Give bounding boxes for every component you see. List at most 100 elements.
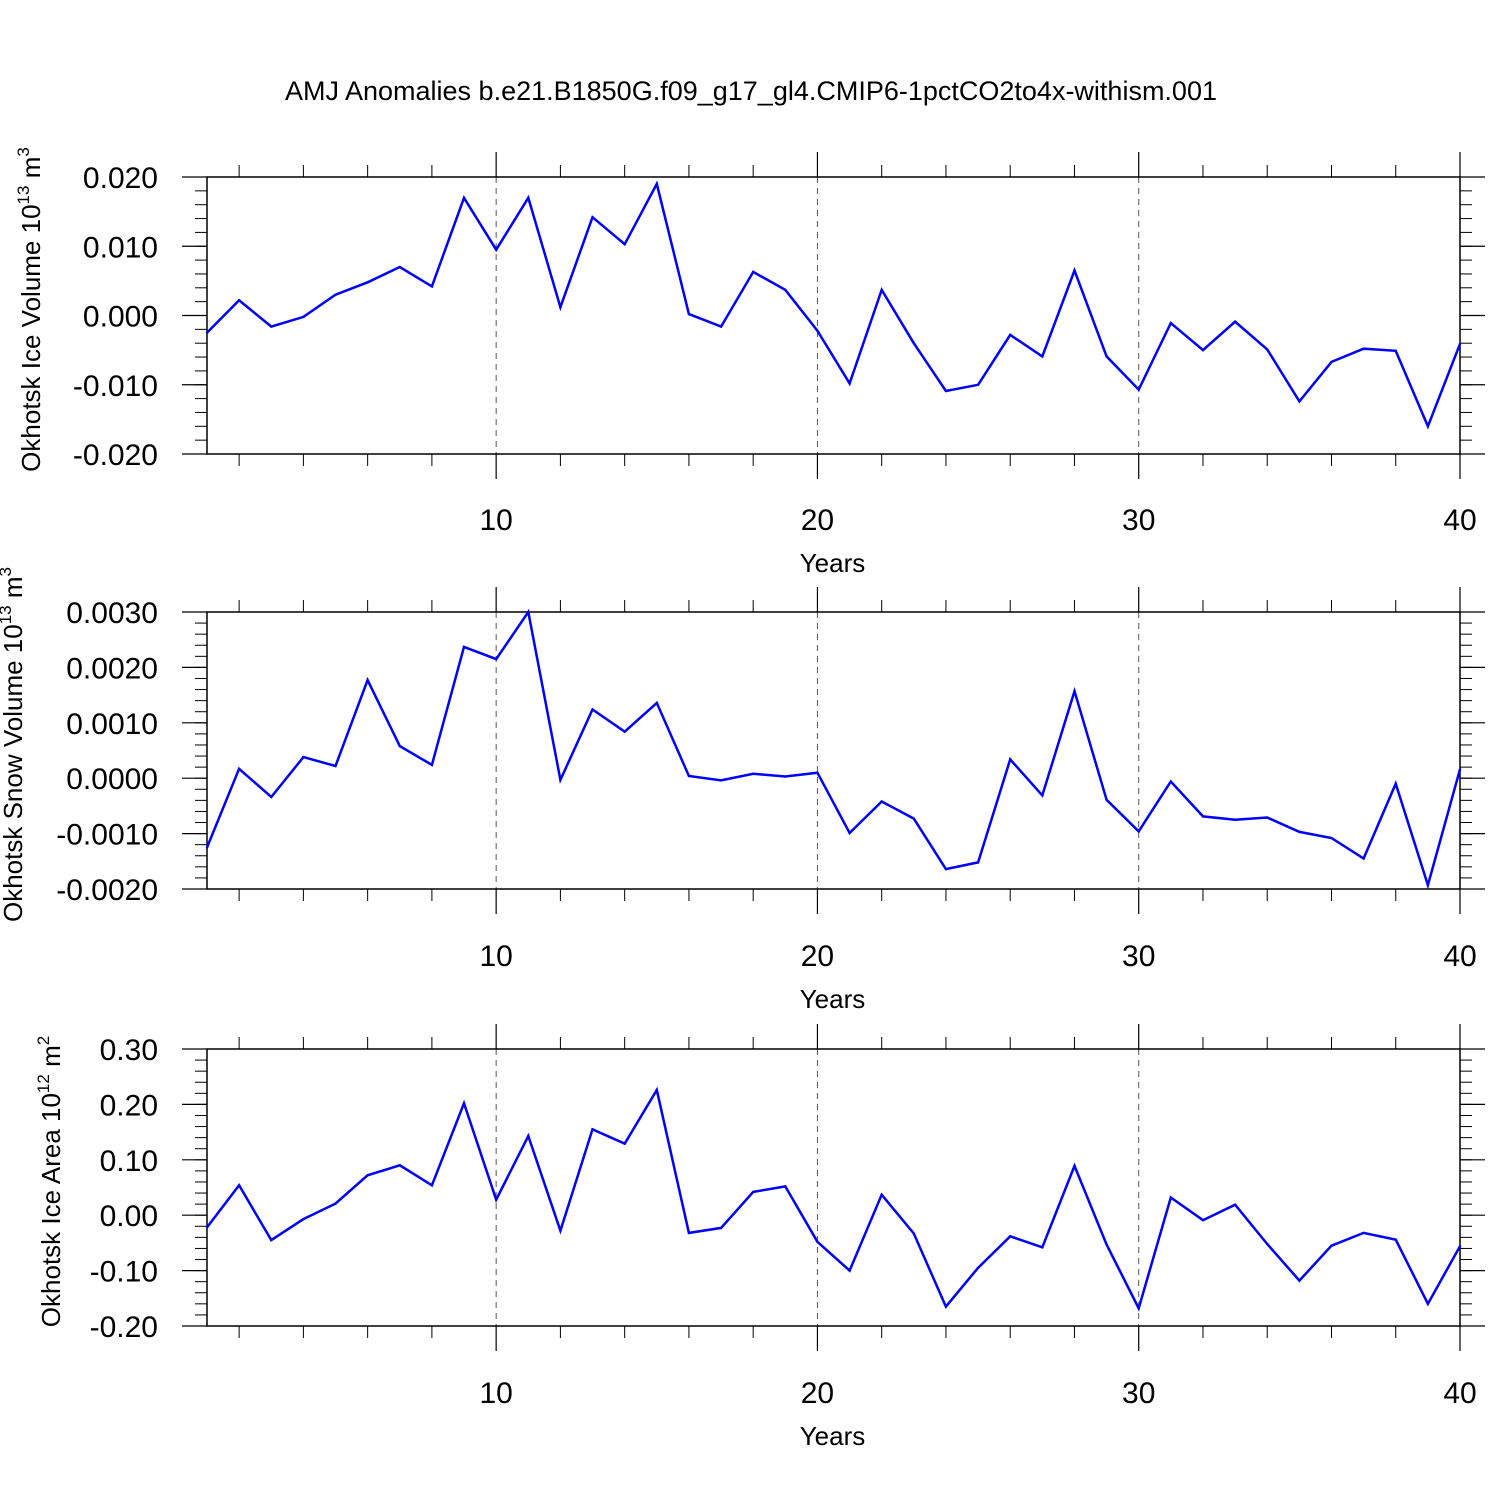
data-point — [1394, 1238, 1397, 1241]
data-point — [623, 730, 626, 733]
data-point — [366, 1174, 369, 1177]
y-tick-label: 0.010 — [83, 231, 158, 264]
y-axis-label-unit: m — [0, 576, 28, 605]
data-point — [237, 299, 241, 302]
data-point — [1458, 342, 1462, 346]
data-point — [848, 831, 851, 835]
data-point — [591, 708, 594, 711]
data-point — [1137, 830, 1140, 833]
y-tick-label: 0.00 — [100, 1200, 158, 1233]
y-axis-label-text: Okhotsk Ice Volume 10 — [16, 204, 46, 471]
data-point — [334, 764, 337, 768]
plot-frame — [206, 611, 1461, 890]
y-tick-label: 0.0010 — [66, 708, 158, 741]
y-tick-label: 0.30 — [100, 1034, 158, 1067]
data-point — [816, 329, 819, 332]
y-tick-label: -0.20 — [90, 1311, 158, 1344]
data-point — [1362, 857, 1365, 860]
data-series-line — [205, 608, 1462, 890]
data-point — [1009, 758, 1012, 761]
data-point — [430, 285, 434, 288]
data-point — [848, 1269, 851, 1272]
y-axis-label-text: Okhotsk Snow Volume 10 — [0, 624, 28, 922]
data-point — [1298, 400, 1301, 403]
chart-panel-1: 10 20 30 40 -0.020 -0.010 0.000 0.010 0.020 Years… — [14, 147, 1485, 578]
data-point — [494, 657, 498, 661]
data-point — [1073, 269, 1076, 272]
data-series-line — [206, 180, 1462, 430]
data-point — [1137, 388, 1140, 391]
y-tick-label: 0.020 — [83, 162, 158, 195]
y-axis-label: Okhotsk Ice Volume 1013 m3 — [14, 147, 46, 472]
y-axis-label-text: Okhotsk Ice Area 10 — [36, 1093, 66, 1327]
data-point — [398, 744, 401, 748]
data-point — [687, 1231, 691, 1235]
y-tick-label: -0.10 — [90, 1256, 158, 1289]
y-tick-label: -0.0010 — [56, 819, 158, 852]
x-tick-label: 30 — [1122, 1377, 1155, 1410]
x-tick-label: 40 — [1443, 940, 1476, 973]
data-point — [270, 1238, 273, 1242]
data-point — [1073, 1164, 1076, 1168]
data-point — [944, 1305, 948, 1308]
data-point — [1233, 1203, 1237, 1206]
data-point — [944, 389, 948, 393]
data-point — [1426, 425, 1430, 428]
data-point — [205, 331, 209, 335]
data-point — [1201, 815, 1205, 818]
x-tick-label: 20 — [801, 940, 834, 973]
data-point — [1266, 1242, 1269, 1246]
data-point — [784, 288, 787, 292]
data-point — [912, 342, 916, 345]
y-axis-label-unit: m — [16, 157, 46, 186]
data-point — [1201, 1218, 1205, 1222]
data-point — [719, 1226, 723, 1230]
data-point — [751, 772, 755, 775]
data-point — [1298, 1279, 1301, 1282]
data-point — [462, 1102, 466, 1105]
y-tick-label: 0.0030 — [66, 597, 158, 630]
data-point — [1201, 348, 1205, 352]
data-series-line — [206, 1086, 1462, 1312]
x-tick-label: 20 — [801, 504, 834, 537]
data-point — [976, 383, 980, 386]
x-tick-label: 10 — [479, 504, 512, 537]
y-axis-label-unit-exponent: 3 — [14, 147, 33, 156]
data-point — [784, 1185, 787, 1188]
data-point — [270, 795, 273, 799]
data-point — [205, 846, 209, 849]
data-point — [527, 1134, 530, 1138]
data-point — [1041, 1246, 1044, 1249]
y-axis-label-exponent: 13 — [0, 605, 15, 624]
x-tick-label: 40 — [1443, 504, 1476, 537]
plot-frame — [206, 176, 1461, 455]
data-point — [1330, 836, 1333, 840]
data-point — [655, 701, 658, 705]
data-point — [719, 325, 723, 328]
y-axis-label-exponent: 12 — [34, 1074, 53, 1093]
data-point — [398, 265, 401, 269]
data-point — [848, 382, 851, 385]
y-tick-label: -0.010 — [73, 370, 158, 403]
data-point — [1041, 355, 1044, 358]
data-point — [1105, 1243, 1108, 1246]
data-point — [655, 1088, 658, 1092]
chart-panel-2: 10 20 30 40 -0.0020 -0.0010 0.0000 0.0010 0.0020… — [0, 567, 1485, 1014]
data-point — [430, 1184, 434, 1187]
y-tick-label: -0.0020 — [56, 874, 158, 907]
data-point — [1298, 830, 1301, 834]
data-point — [1426, 883, 1430, 887]
data-point — [302, 755, 305, 759]
data-point — [1233, 818, 1237, 821]
x-axis-label: Years — [800, 984, 866, 1014]
y-tick-label: 0.10 — [100, 1145, 158, 1178]
data-point — [1137, 1307, 1140, 1310]
data-point — [1362, 1231, 1365, 1235]
data-point — [751, 270, 755, 274]
data-point — [334, 1202, 337, 1205]
data-point — [1266, 816, 1269, 819]
data-point — [237, 1184, 241, 1187]
x-tick-label: 30 — [1122, 940, 1155, 973]
data-point — [559, 778, 562, 782]
data-point — [1330, 1244, 1333, 1247]
